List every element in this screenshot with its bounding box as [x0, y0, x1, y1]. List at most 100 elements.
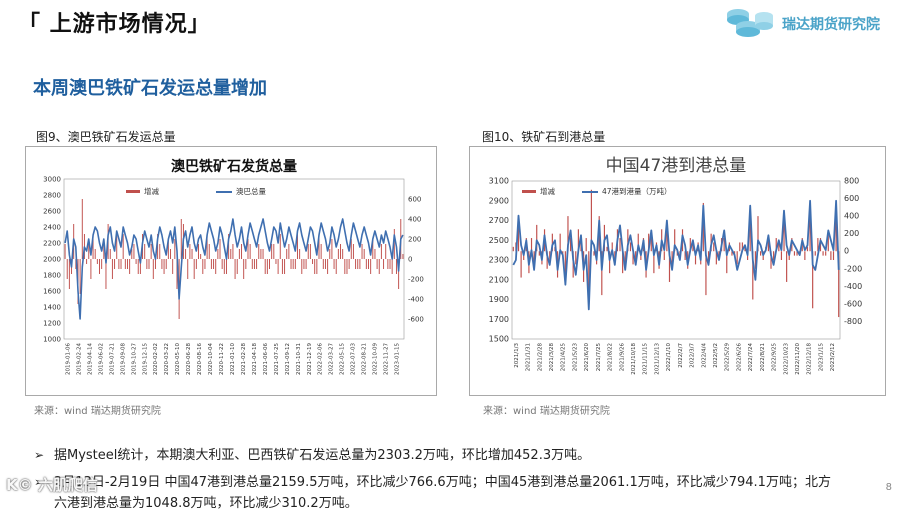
x-axis-tick-label: 2021/6/20	[584, 343, 590, 372]
x-axis-tick-label: 2021-10-31	[296, 343, 302, 375]
bar-change	[247, 239, 249, 259]
bar-change	[148, 259, 150, 269]
bar-change	[120, 259, 122, 269]
bar-change	[806, 246, 809, 252]
bar-change	[284, 259, 286, 274]
bar-change	[191, 249, 193, 259]
bar-change	[635, 251, 637, 265]
bar-change	[804, 251, 806, 260]
legend-label-bar: 增减	[144, 186, 159, 196]
bar-change	[144, 244, 146, 259]
bar-change	[749, 207, 751, 252]
x-axis-tick-label: 2022/5/2	[713, 343, 719, 368]
bar-change	[705, 251, 707, 296]
bar-change	[101, 259, 103, 269]
bar-change	[309, 244, 311, 259]
bar-change	[378, 259, 380, 274]
bar-change	[126, 259, 128, 269]
bar-change	[152, 259, 154, 279]
x-axis-tick-label: 2022-02-06	[318, 343, 324, 375]
bar-change	[64, 244, 66, 259]
x-axis-tick-label: 2019-06-02	[98, 343, 104, 375]
bar-change	[809, 211, 811, 252]
bar-change	[348, 259, 350, 269]
left-axis-tick-label: 2800	[43, 192, 61, 200]
bar-change	[294, 259, 296, 269]
right-axis-tick-label: 800	[844, 177, 859, 186]
bar-change	[189, 244, 191, 259]
bar-change	[296, 234, 298, 259]
bar-change	[159, 244, 161, 259]
bar-change	[363, 249, 365, 259]
bar-change	[81, 199, 83, 259]
bar-change	[94, 249, 96, 259]
bar-change	[75, 259, 77, 269]
bar-change	[648, 233, 650, 252]
bar-change	[161, 259, 163, 269]
bar-change	[266, 259, 268, 274]
plot-area	[63, 178, 405, 340]
bar-change	[200, 254, 202, 259]
bar-change	[609, 251, 611, 274]
bullet-2: ➢ 2月13日-2月19日 中国47港到港总量2159.5万吨，环比减少766.6…	[34, 471, 831, 490]
bar-change	[383, 259, 385, 269]
x-axis-tick-label: 2022-08-21	[362, 343, 368, 375]
bar-change	[105, 259, 107, 289]
right-axis-tick-label: 600	[844, 194, 859, 203]
bar-change	[551, 233, 553, 252]
bar-change	[575, 251, 577, 265]
bar-change	[198, 244, 199, 259]
x-axis-tick-label: 2021-02-28	[241, 343, 247, 375]
page-number: 8	[885, 482, 892, 493]
bar-change	[103, 244, 105, 259]
bar-change	[627, 229, 629, 252]
x-axis-tick-label: 2022-11-27	[384, 343, 390, 375]
bar-change	[301, 259, 303, 274]
legend-swatch-bar	[522, 190, 536, 193]
left-axis-tick-label: 2600	[43, 208, 61, 216]
bar-change	[225, 259, 227, 274]
bar-change	[223, 259, 225, 274]
bar-change	[303, 259, 305, 269]
bar-change	[279, 234, 281, 259]
left-axis-tick-label: 3000	[43, 176, 61, 184]
x-axis-tick-label: 2022/8/21	[760, 343, 766, 371]
bullet-1: ➢ 据Mysteel统计，本期澳大利亚、巴西铁矿石发运总量为2303.2万吨，环比…	[34, 444, 590, 463]
bar-change	[116, 234, 118, 259]
bar-change	[327, 259, 329, 274]
bar-change	[577, 229, 579, 252]
bar-change	[290, 259, 292, 269]
x-axis-tick-label: 2019-07-21	[109, 343, 115, 375]
bar-change	[391, 259, 393, 274]
bar-change	[172, 259, 174, 274]
bar-change	[726, 251, 728, 274]
bar-change	[538, 251, 540, 256]
bar-change	[606, 246, 608, 252]
bullet-2-text: 2月13日-2月19日 中国47港到港总量2159.5万吨，环比减少766.6万…	[54, 475, 831, 490]
x-axis-tick-label: 2021/2/28	[537, 343, 543, 372]
chart-svg-1: 澳巴铁矿石发货总量1000120014001600180020002200240…	[43, 158, 424, 375]
x-axis-tick-label: 2019-04-14	[87, 343, 93, 375]
x-axis-tick-label: 2022/11/20	[795, 343, 801, 375]
bar-change	[361, 244, 363, 259]
bar-change	[163, 259, 165, 274]
x-axis-tick-label: 2022/6/26	[736, 343, 742, 372]
left-axis-tick-label: 1700	[489, 315, 509, 324]
bar-change	[715, 251, 717, 265]
bar-change	[331, 239, 333, 259]
bar-change	[90, 259, 92, 279]
bar-change	[271, 244, 273, 259]
bar-change	[206, 234, 208, 259]
left-axis-tick-label: 1000	[43, 336, 61, 344]
x-axis-tick-label: 2021/9/26	[619, 343, 625, 372]
bar-change	[387, 259, 389, 269]
bar-change	[243, 259, 245, 279]
right-axis-tick-label: -600	[408, 316, 424, 324]
bar-change	[770, 251, 772, 269]
x-axis-tick-label: 2021-06-06	[263, 343, 269, 375]
bar-change	[601, 251, 603, 296]
bar-change	[796, 251, 798, 256]
bar-change	[96, 259, 98, 264]
bar-change	[337, 249, 339, 259]
left-axis-tick-label: 2500	[489, 236, 509, 245]
